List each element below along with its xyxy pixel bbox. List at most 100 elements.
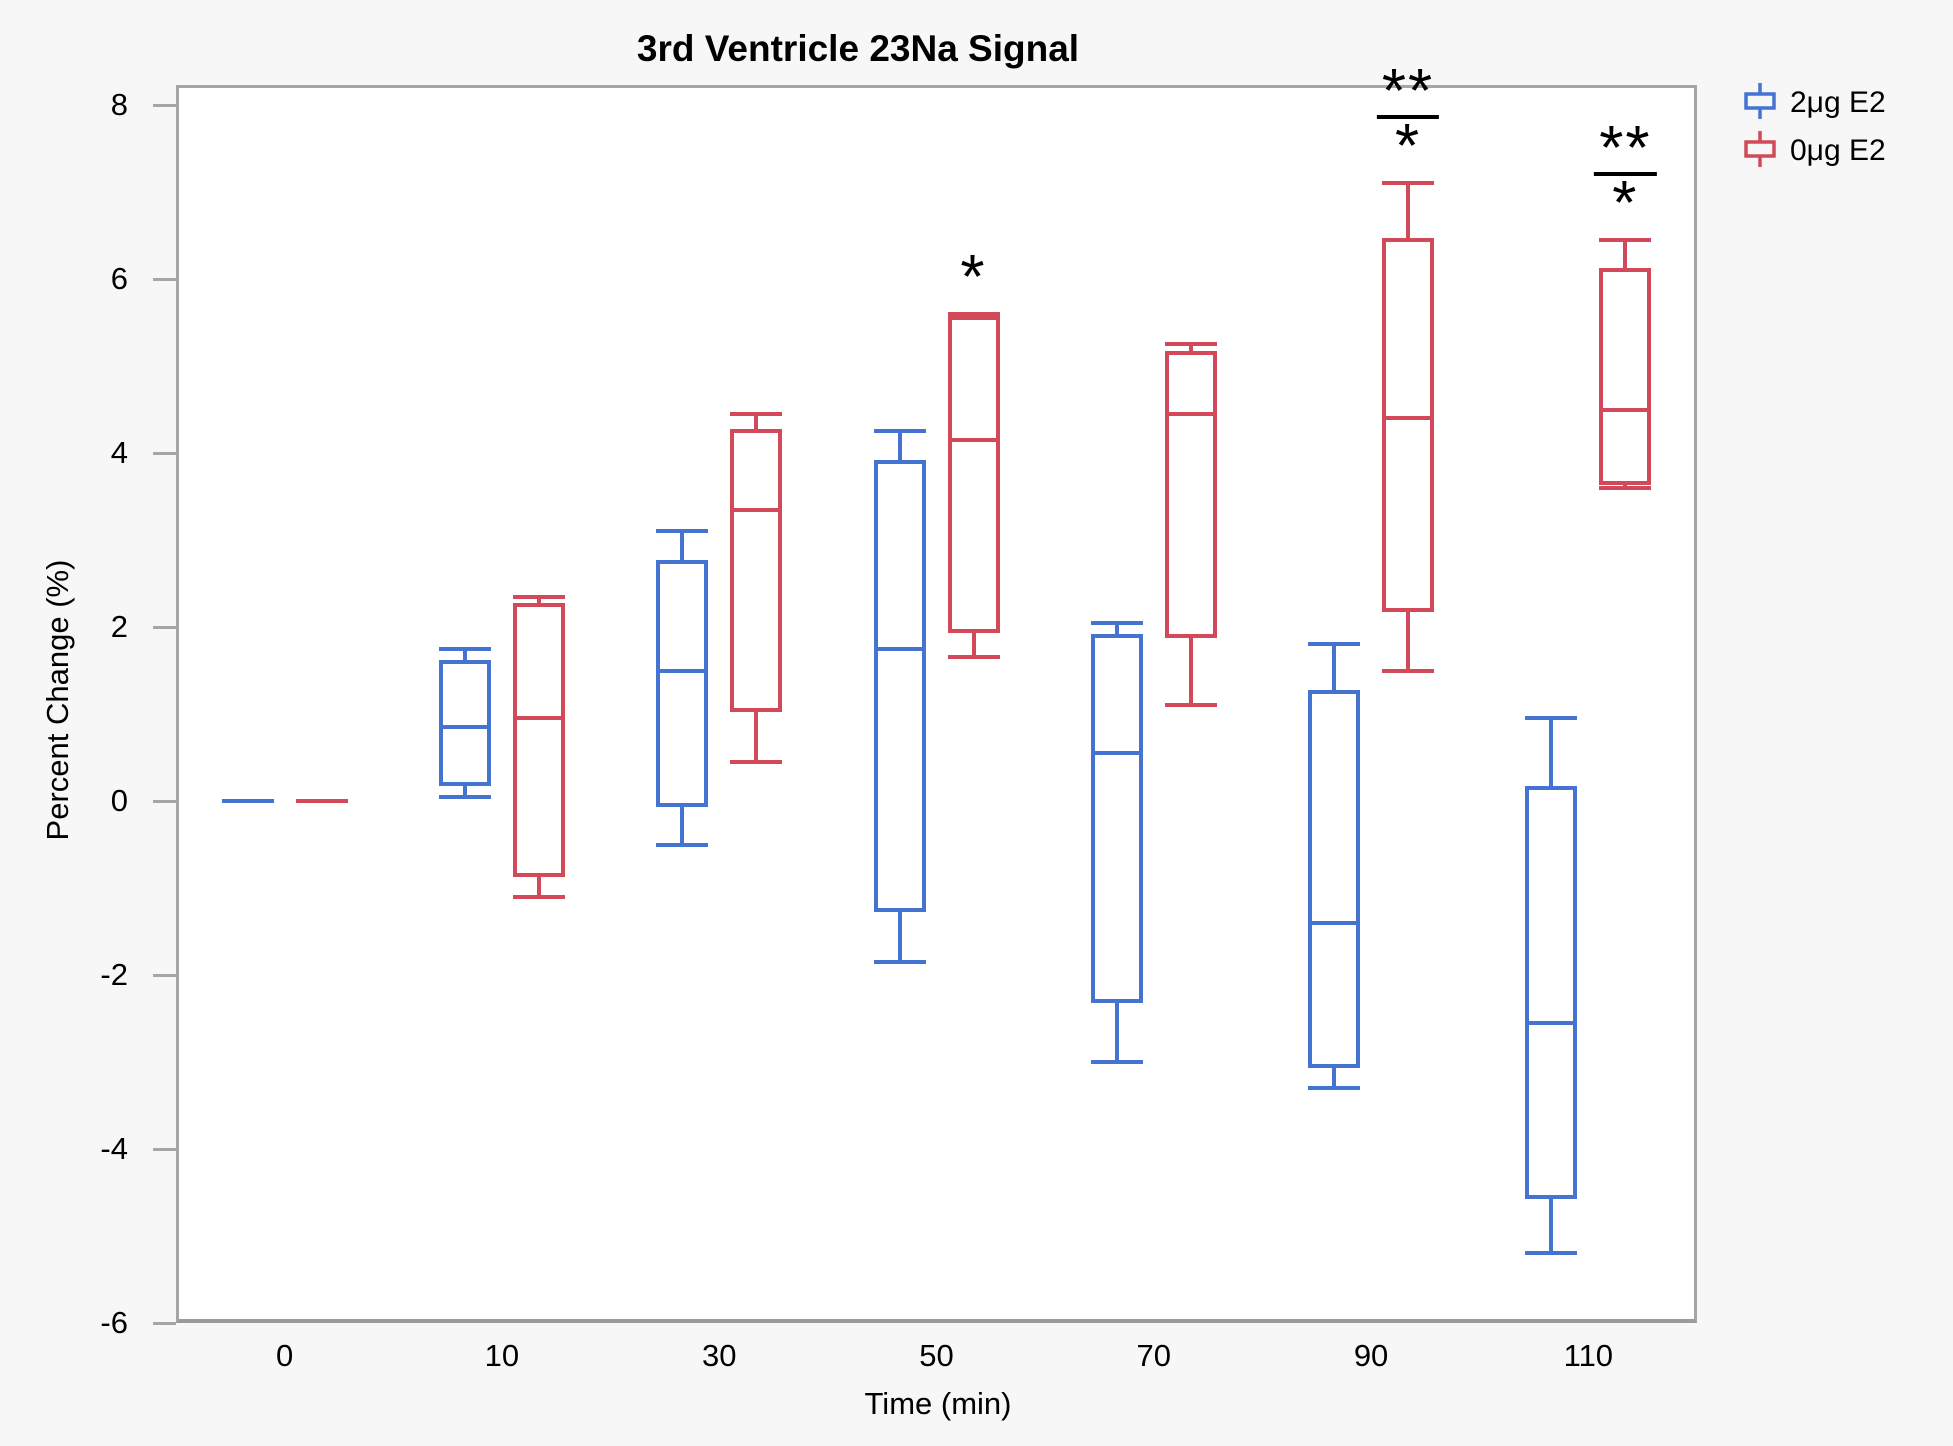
median-line (1308, 920, 1361, 925)
whisker-cap-low (873, 959, 926, 964)
legend-boxplot-icon (1740, 82, 1780, 125)
whisker-cap-low (438, 794, 491, 799)
whisker-cap-high (512, 594, 565, 599)
whisker-upper (754, 413, 759, 432)
whisker-cap-low (1090, 1060, 1143, 1064)
box (1308, 690, 1361, 1069)
whisker-cap-high (1382, 181, 1435, 186)
whisker-upper (462, 648, 467, 662)
whisker-cap-high (1525, 716, 1578, 721)
median-line (1599, 407, 1652, 412)
whisker-cap-high (438, 646, 491, 651)
legend-item: 2μg E2 (1740, 82, 1886, 124)
box (1599, 268, 1652, 486)
whisker-cap-low (1308, 1086, 1361, 1091)
x-tick-label: 10 (484, 1338, 520, 1373)
whisker-cap-low (730, 759, 783, 764)
whisker-cap-high (1090, 620, 1143, 625)
y-tick-mark (153, 973, 176, 977)
box (1525, 785, 1578, 1199)
significance-annotation: * (960, 246, 986, 308)
double-asterisk-marker: ** (1594, 117, 1657, 179)
whisker-upper (971, 313, 976, 319)
x-tick-label: 0 (276, 1338, 294, 1373)
box (730, 429, 783, 712)
median-line (438, 725, 491, 730)
median-line (873, 646, 926, 651)
whisker-upper (1623, 239, 1628, 271)
x-tick-label: 70 (1136, 1338, 1172, 1373)
whisker-cap-high (730, 411, 783, 416)
box (656, 559, 709, 808)
legend-item: 0μg E2 (1740, 130, 1886, 172)
whisker-upper (680, 531, 685, 562)
plot-area (176, 85, 1697, 1323)
significance-annotation: ** * (1376, 61, 1440, 182)
whisker-lower (1188, 635, 1193, 706)
y-tick-mark (153, 451, 176, 455)
whisker-cap-high (1599, 237, 1652, 242)
whisker-cap-high (873, 429, 926, 434)
significance-annotation: ** * (1594, 117, 1657, 238)
median-line (656, 668, 709, 673)
y-tick-label: 6 (110, 261, 128, 296)
whisker-cap-low (1525, 1251, 1578, 1256)
whisker-cap-high (947, 311, 1000, 316)
box (1164, 350, 1217, 638)
whisker-upper (1188, 344, 1193, 353)
whisker-lower (1406, 609, 1411, 671)
whisker-cap-high (221, 799, 274, 803)
y-tick-label: -6 (100, 1305, 128, 1340)
whisker-cap-low (1599, 485, 1652, 490)
whisker-lower (1623, 483, 1628, 488)
asterisk-marker: * (1612, 168, 1639, 238)
whisker-upper (1332, 644, 1337, 693)
y-tick-mark (153, 799, 176, 803)
whisker-cap-high (656, 529, 709, 534)
box (873, 459, 926, 912)
y-tick-label: 0 (110, 783, 128, 818)
asterisk-marker: * (1394, 112, 1422, 182)
y-tick-label: 2 (110, 609, 128, 644)
x-tick-label: 90 (1353, 1338, 1389, 1373)
box (438, 659, 491, 786)
median-line (730, 507, 783, 512)
whisker-lower (680, 805, 685, 845)
y-tick-mark (153, 625, 176, 629)
median-line (1090, 751, 1143, 756)
whisker-upper (897, 431, 902, 462)
whisker-cap-low (512, 894, 565, 899)
box (1382, 237, 1435, 612)
y-tick-label: 4 (110, 435, 128, 470)
y-tick-mark (153, 1321, 176, 1325)
whisker-lower (754, 709, 759, 762)
x-axis-title: Time (min) (864, 1386, 1012, 1421)
whisker-lower (536, 874, 541, 897)
whisker-cap-high (1308, 642, 1361, 647)
whisker-cap-low (656, 842, 709, 847)
y-tick-mark (153, 277, 176, 281)
whisker-lower (971, 631, 976, 658)
whisker-cap-low (947, 655, 1000, 660)
x-tick-label: 30 (701, 1338, 737, 1373)
legend: 2μg E2 0μg E2 (1740, 82, 1886, 172)
legend-boxplot-icon (1740, 130, 1780, 173)
y-tick-label: 8 (110, 87, 128, 122)
whisker-lower (1549, 1196, 1554, 1254)
median-line (947, 437, 1000, 442)
legend-label: 2μg E2 (1790, 86, 1886, 119)
whisker-cap-high (1164, 342, 1217, 347)
whisker-cap-low (1164, 703, 1217, 708)
whisker-cap-low (1382, 668, 1435, 673)
box (947, 316, 1000, 634)
whisker-upper (1549, 718, 1554, 788)
box (1090, 633, 1143, 1004)
whisker-upper (1114, 622, 1119, 636)
chart-title: 3rd Ventricle 23Na Signal (636, 28, 1080, 69)
whisker-cap-high (295, 799, 348, 803)
legend-label: 0μg E2 (1790, 134, 1886, 167)
whisker-upper (536, 596, 541, 606)
whisker-lower (1332, 1066, 1337, 1089)
whisker-lower (897, 909, 902, 962)
